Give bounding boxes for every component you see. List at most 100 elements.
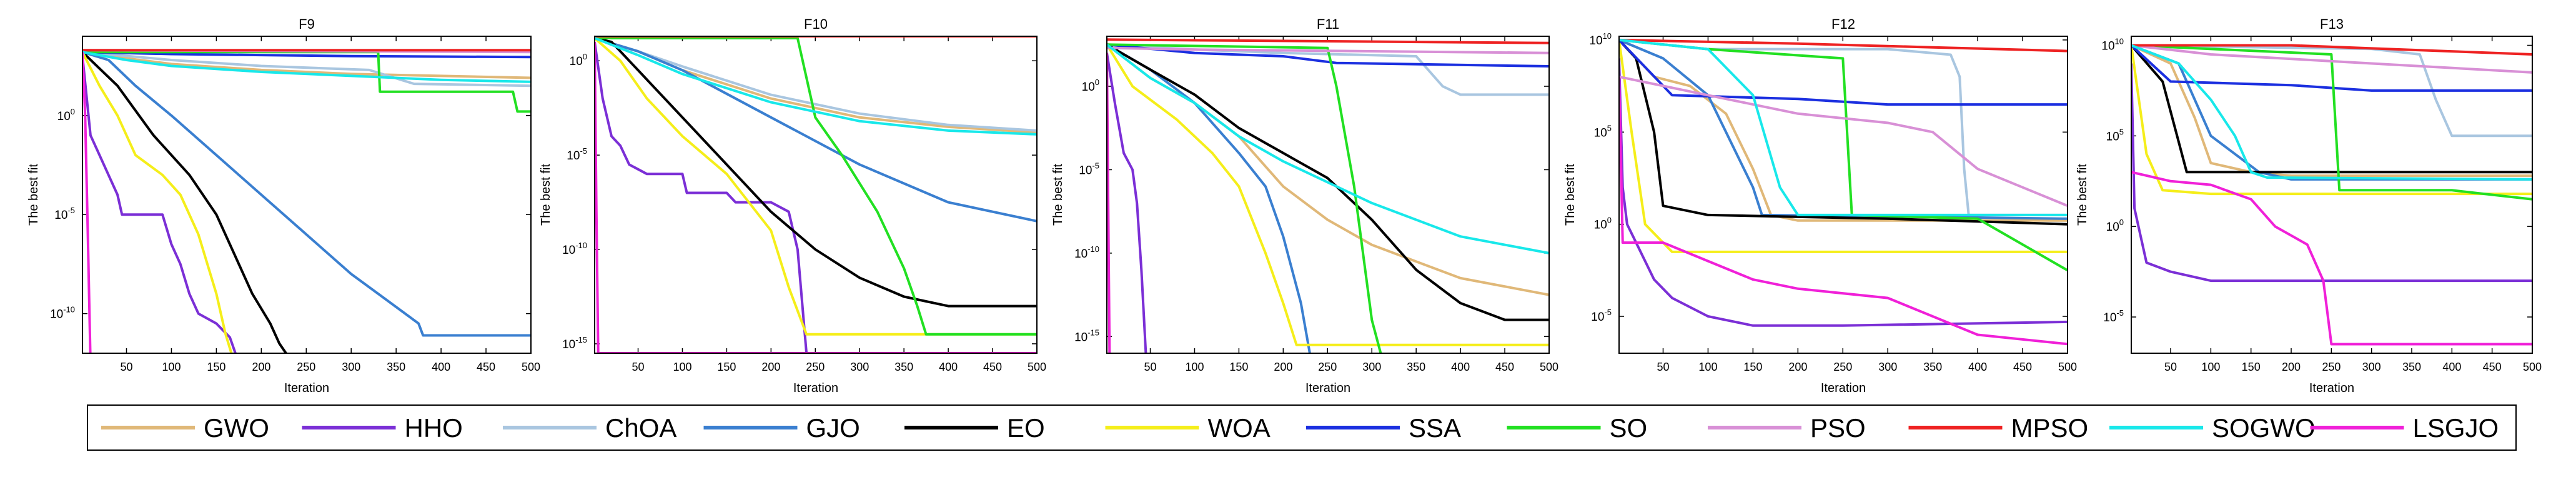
y-tick-label: 100 (57, 107, 75, 123)
x-axis-label: Iteration (284, 381, 329, 395)
subplot-f9: F9 Iteration The best fit 50 100 150 200 250 300… (27, 16, 540, 395)
x-tick-label: 50 (1144, 361, 1157, 373)
x-tick-label: 300 (1878, 361, 1897, 373)
subplot-title: F13 (2320, 16, 2344, 32)
series-line-sogwo (1619, 38, 2068, 216)
legend-label: WOA (1208, 413, 1271, 443)
series-line-lsgjo (595, 42, 1037, 353)
x-tick-label: 150 (1743, 361, 1762, 373)
x-tick-label: 500 (522, 361, 540, 373)
legend-label: SO (1610, 413, 1648, 443)
y-axis-label: The best fit (1563, 164, 1577, 226)
series-line-eo (595, 37, 1037, 308)
y-tick-label: 10-10 (50, 305, 75, 321)
y-tick-label: 10-5 (567, 146, 587, 163)
x-tick-label: 50 (1657, 361, 1669, 373)
series-line-lsgjo (1619, 76, 2068, 346)
y-tick-label: 10-10 (562, 241, 587, 257)
y-axis-label: The best fit (27, 164, 41, 226)
x-tick-label: 500 (1028, 361, 1046, 373)
y-tick-label: 10-5 (2103, 308, 2124, 324)
x-tick-label: 200 (2282, 361, 2301, 373)
legend-item-choa: ChOA (503, 413, 676, 443)
x-tick-label: 350 (894, 361, 913, 373)
y-tick-label: 10-15 (1074, 328, 1099, 344)
x-tick-label: 300 (850, 361, 869, 373)
legend-item-woa: WOA (1105, 413, 1271, 443)
series-line-woa (1619, 39, 2068, 253)
legend: GWO HHO ChOA GJO EO WOA SSA SO PSO MPSO SOGWO LSGJO (87, 404, 2517, 451)
x-tick-label: 300 (342, 361, 360, 373)
legend-label: LSGJO (2413, 413, 2499, 443)
x-tick-label: 450 (477, 361, 495, 373)
legend-item-gwo: GWO (101, 413, 269, 443)
series-line-hho (1619, 58, 2068, 327)
series-line-mpso (2131, 44, 2532, 56)
series-line-sogwo (1107, 43, 1549, 254)
y-tick-label: 10-5 (54, 206, 75, 222)
series-line-woa (2131, 45, 2532, 196)
legend-item-pso: PSO (1708, 413, 1866, 443)
legend-label: MPSO (2011, 413, 2089, 443)
x-tick-label: 400 (939, 361, 958, 373)
x-tick-label: 400 (1968, 361, 1987, 373)
x-tick-label: 500 (1540, 361, 1558, 373)
axes-background (1107, 36, 1549, 353)
legend-label: ChOA (605, 413, 676, 443)
y-tick-label: 100 (570, 52, 587, 68)
y-tick-label: 1010 (1589, 31, 1612, 48)
y-tick-label: 10-5 (1079, 161, 1099, 177)
series-line-lsgjo (82, 52, 92, 353)
x-tick-label: 450 (983, 361, 1002, 373)
series-line-choa (2131, 44, 2532, 138)
series-line-eo (1107, 43, 1549, 321)
y-tick-label: 10-5 (1591, 308, 1612, 324)
y-tick-label: 105 (2106, 127, 2124, 143)
series-line-ssa (2131, 44, 2532, 92)
subplot-f10: F10 Iteration The best fit 50 100 150 200 250 30… (539, 16, 1046, 395)
x-tick-label: 150 (2242, 361, 2261, 373)
series-line-ssa (82, 51, 531, 59)
x-tick-label: 100 (2201, 361, 2220, 373)
axes-frame (2131, 36, 2533, 354)
legend-item-ssa: SSA (1306, 413, 1461, 443)
series-line-choa (82, 51, 531, 88)
x-tick-label: 50 (2164, 361, 2177, 373)
x-tick-label: 100 (673, 361, 691, 373)
x-tick-label: 400 (1451, 361, 1470, 373)
legend-item-eo: EO (904, 413, 1045, 443)
x-tick-label: 300 (1362, 361, 1381, 373)
series-line-so (2131, 44, 2532, 201)
series-line-mpso (1107, 38, 1549, 44)
y-tick-label: 10-10 (1074, 244, 1099, 261)
series-line-gwo (1619, 39, 2068, 222)
x-axis-label: Iteration (1821, 381, 1866, 395)
y-tick-label: 100 (1594, 216, 1612, 232)
axes-background (595, 36, 1037, 353)
subplot-title: F11 (1317, 16, 1339, 32)
x-tick-label: 50 (120, 361, 132, 373)
y-tick-label: 10-15 (562, 335, 587, 351)
x-axis-label: Iteration (1305, 381, 1350, 395)
legend-label: SOGWO (2212, 413, 2316, 443)
x-tick-label: 200 (252, 361, 270, 373)
series-line-so (595, 37, 1037, 336)
x-tick-label: 450 (2013, 361, 2032, 373)
legend-label: GJO (806, 413, 860, 443)
series-group (1619, 38, 2068, 346)
y-axis-label: The best fit (2076, 164, 2089, 226)
series-line-woa (82, 51, 233, 353)
series-line-ssa (1619, 39, 2068, 106)
x-tick-label: 200 (761, 361, 780, 373)
series-line-sogwo (595, 37, 1037, 136)
series-line-gwo (2131, 44, 2532, 178)
legend-item-sogwo: SOGWO (2109, 413, 2316, 443)
x-axis-label: Iteration (793, 381, 838, 395)
series-line-so (1107, 43, 1382, 353)
legend-label: PSO (1810, 413, 1866, 443)
legend-label: SSA (1409, 413, 1461, 443)
x-tick-label: 400 (432, 361, 450, 373)
series-line-eo (2131, 44, 2532, 174)
legend-item-so: SO (1507, 413, 1648, 443)
